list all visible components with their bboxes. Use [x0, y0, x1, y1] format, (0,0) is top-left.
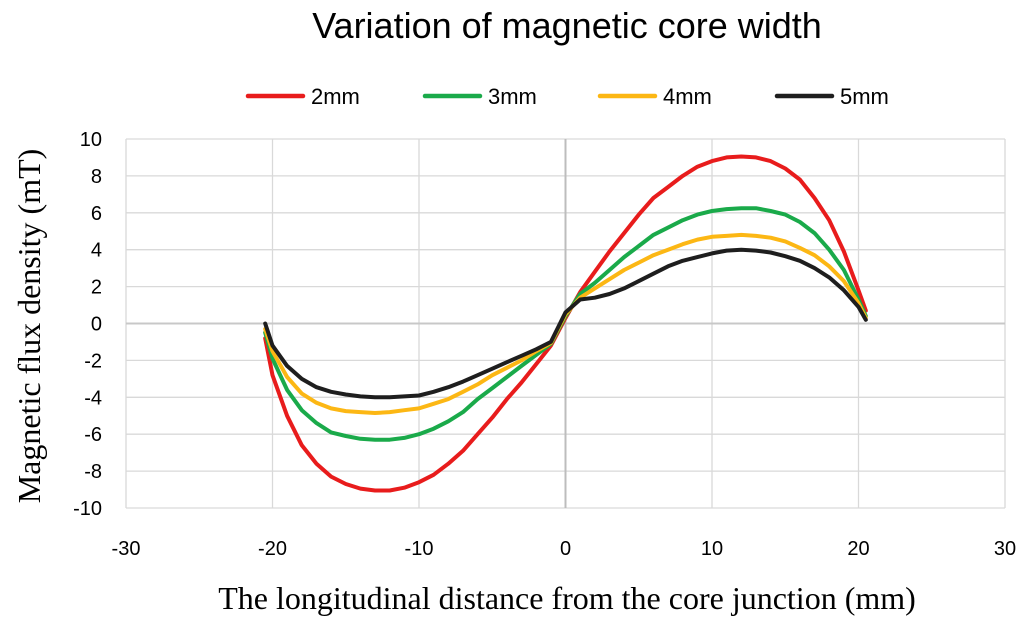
x-tick-label: 0 [560, 538, 571, 560]
legend-item-4mm: 4mm [597, 84, 712, 109]
x-tick-label: -10 [405, 538, 434, 560]
y-tick-label: -2 [84, 350, 102, 372]
legend-item-2mm: 2mm [245, 84, 360, 109]
x-tick-label: 20 [847, 538, 869, 560]
y-tick-label: -8 [84, 461, 102, 483]
y-tick-label: 10 [80, 129, 102, 151]
y-tick-label: 2 [91, 277, 102, 299]
legend-label: 4mm [663, 84, 712, 109]
y-tick-label: -10 [73, 498, 102, 520]
legend-label: 5mm [840, 84, 889, 109]
legend-item-3mm: 3mm [422, 84, 537, 109]
legend: 2mm 3mm 4mm 5mm [245, 84, 889, 109]
legend-item-5mm: 5mm [774, 84, 889, 109]
x-tick-label: 30 [994, 538, 1016, 560]
y-tick-label: 4 [91, 240, 102, 262]
axes [126, 139, 1005, 508]
y-tick-label: 8 [91, 166, 102, 188]
series-line-5mm [263, 247, 868, 400]
y-tick-label: -6 [84, 424, 102, 446]
legend-label: 3mm [488, 84, 537, 109]
x-tick-label: -20 [258, 538, 287, 560]
y-tick-label: 6 [91, 203, 102, 225]
y-tick-label: -4 [84, 387, 102, 409]
series-group [263, 154, 868, 493]
x-tick-label: 10 [701, 538, 723, 560]
chart-title: Variation of magnetic core width [312, 5, 822, 46]
y-tick-label: 0 [91, 314, 102, 336]
x-axis-label: The longitudinal distance from the core … [218, 580, 916, 616]
y-axis-label: Magnetic flux density (mT) [11, 149, 47, 504]
x-tick-label: -30 [112, 538, 141, 560]
legend-label: 2mm [311, 84, 360, 109]
